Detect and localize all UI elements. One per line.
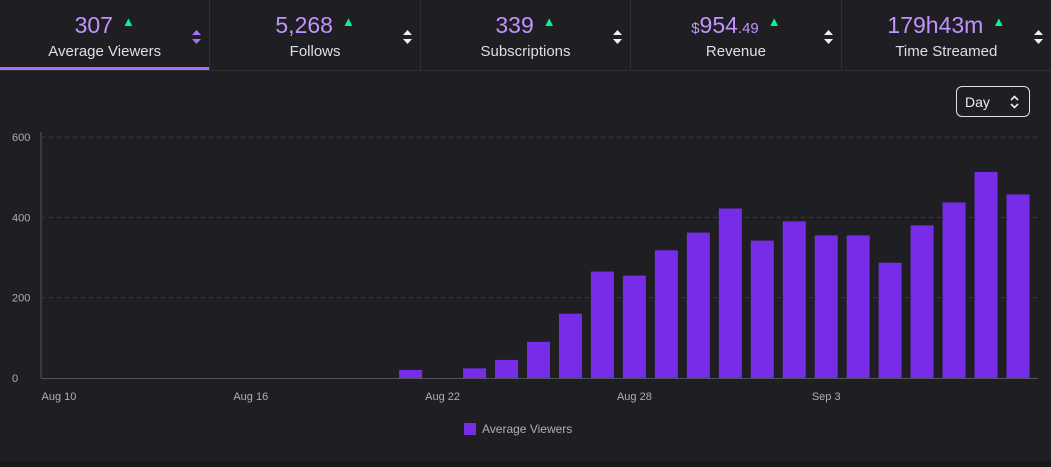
x-tick-label: Sep 3 (812, 391, 841, 403)
chart-bar[interactable] (558, 313, 582, 378)
metric-value-row: 179h43m ▲ (887, 11, 1005, 41)
chart-panel (0, 71, 1051, 461)
metric-value-row: 5,268 ▲ (275, 11, 354, 41)
metric-label: Revenue (705, 42, 766, 60)
y-tick-label: 400 (12, 212, 30, 224)
x-tick-label: Aug 22 (425, 391, 460, 403)
chart-legend[interactable]: Average Viewers (464, 422, 572, 436)
revenue-cents: .49 (737, 20, 759, 37)
trend-up-icon: ▲ (767, 14, 781, 29)
metric-value: 307 (74, 12, 113, 38)
legend-swatch (464, 423, 476, 435)
chart-bar[interactable] (590, 271, 614, 378)
sort-arrows-icon[interactable] (192, 30, 202, 44)
trend-up-icon: ▲ (992, 14, 1006, 29)
x-tick-label: Aug 16 (233, 391, 268, 403)
metric-value: 339 (495, 12, 534, 38)
chart-bar[interactable] (750, 240, 774, 378)
chart-bar[interactable] (974, 171, 998, 378)
tab-subscriptions[interactable]: 339 ▲ Subscriptions (421, 0, 632, 70)
panel-footer (0, 461, 1051, 467)
metric-value: 179h43m (887, 12, 984, 38)
sort-arrows-icon[interactable] (823, 30, 833, 44)
sort-arrows-icon[interactable] (402, 30, 412, 44)
chart-bar[interactable] (782, 221, 806, 378)
metric-value-row: 339 ▲ (495, 11, 555, 41)
x-tick-label: Aug 10 (42, 391, 77, 403)
y-tick-label: 0 (12, 373, 18, 385)
metric-value: $954.49 (691, 14, 759, 37)
chart-bar[interactable] (686, 232, 710, 378)
currency-symbol: $ (691, 20, 700, 37)
metric-value: 5,268 (275, 12, 333, 38)
metric-label: Subscriptions (480, 42, 571, 60)
chart-bar[interactable] (527, 341, 550, 378)
interval-select-value: Day (965, 93, 990, 110)
y-tick-label: 600 (12, 132, 30, 144)
metric-label: Average Viewers (48, 42, 162, 60)
chart-bar[interactable] (814, 235, 838, 378)
chevron-updown-icon (1010, 95, 1019, 112)
metric-label: Time Streamed (895, 42, 998, 60)
chart-bar[interactable] (878, 262, 902, 378)
tab-average-viewers[interactable]: 307 ▲ Average Viewers (0, 0, 211, 70)
chart-bar[interactable] (463, 368, 487, 378)
chart-bar[interactable] (399, 369, 423, 378)
chart-bar[interactable] (846, 235, 870, 378)
chart-bar[interactable] (718, 208, 742, 378)
chart-bar[interactable] (654, 250, 678, 378)
trend-up-icon: ▲ (121, 14, 135, 29)
legend-label: Average Viewers (482, 422, 573, 436)
metric-label: Follows (289, 42, 341, 60)
y-tick-label: 200 (12, 293, 30, 305)
chart-bar[interactable] (1006, 194, 1030, 378)
interval-select[interactable]: Day (956, 86, 1030, 117)
trend-up-icon: ▲ (542, 14, 556, 29)
sort-arrows-icon[interactable] (1034, 30, 1044, 44)
chart-bar[interactable] (495, 359, 519, 378)
tab-revenue[interactable]: $954.49 ▲ Revenue (631, 0, 842, 70)
chart-bar[interactable] (910, 225, 934, 378)
tab-follows[interactable]: 5,268 ▲ Follows (210, 0, 421, 70)
revenue-main: 954 (699, 12, 738, 38)
x-tick-label: Aug 28 (617, 391, 652, 403)
metric-tabs: 307 ▲ Average Viewers 5,268 ▲ Follows 33… (0, 0, 1051, 71)
trend-up-icon: ▲ (341, 14, 355, 29)
metric-value-row: $954.49 ▲ (691, 11, 780, 41)
metric-value-row: 307 ▲ (75, 11, 135, 41)
chart-bar[interactable] (942, 202, 966, 378)
sort-arrows-icon[interactable] (613, 30, 623, 44)
tab-time-streamed[interactable]: 179h43m ▲ Time Streamed (842, 0, 1051, 70)
chart-bar[interactable] (622, 275, 646, 378)
